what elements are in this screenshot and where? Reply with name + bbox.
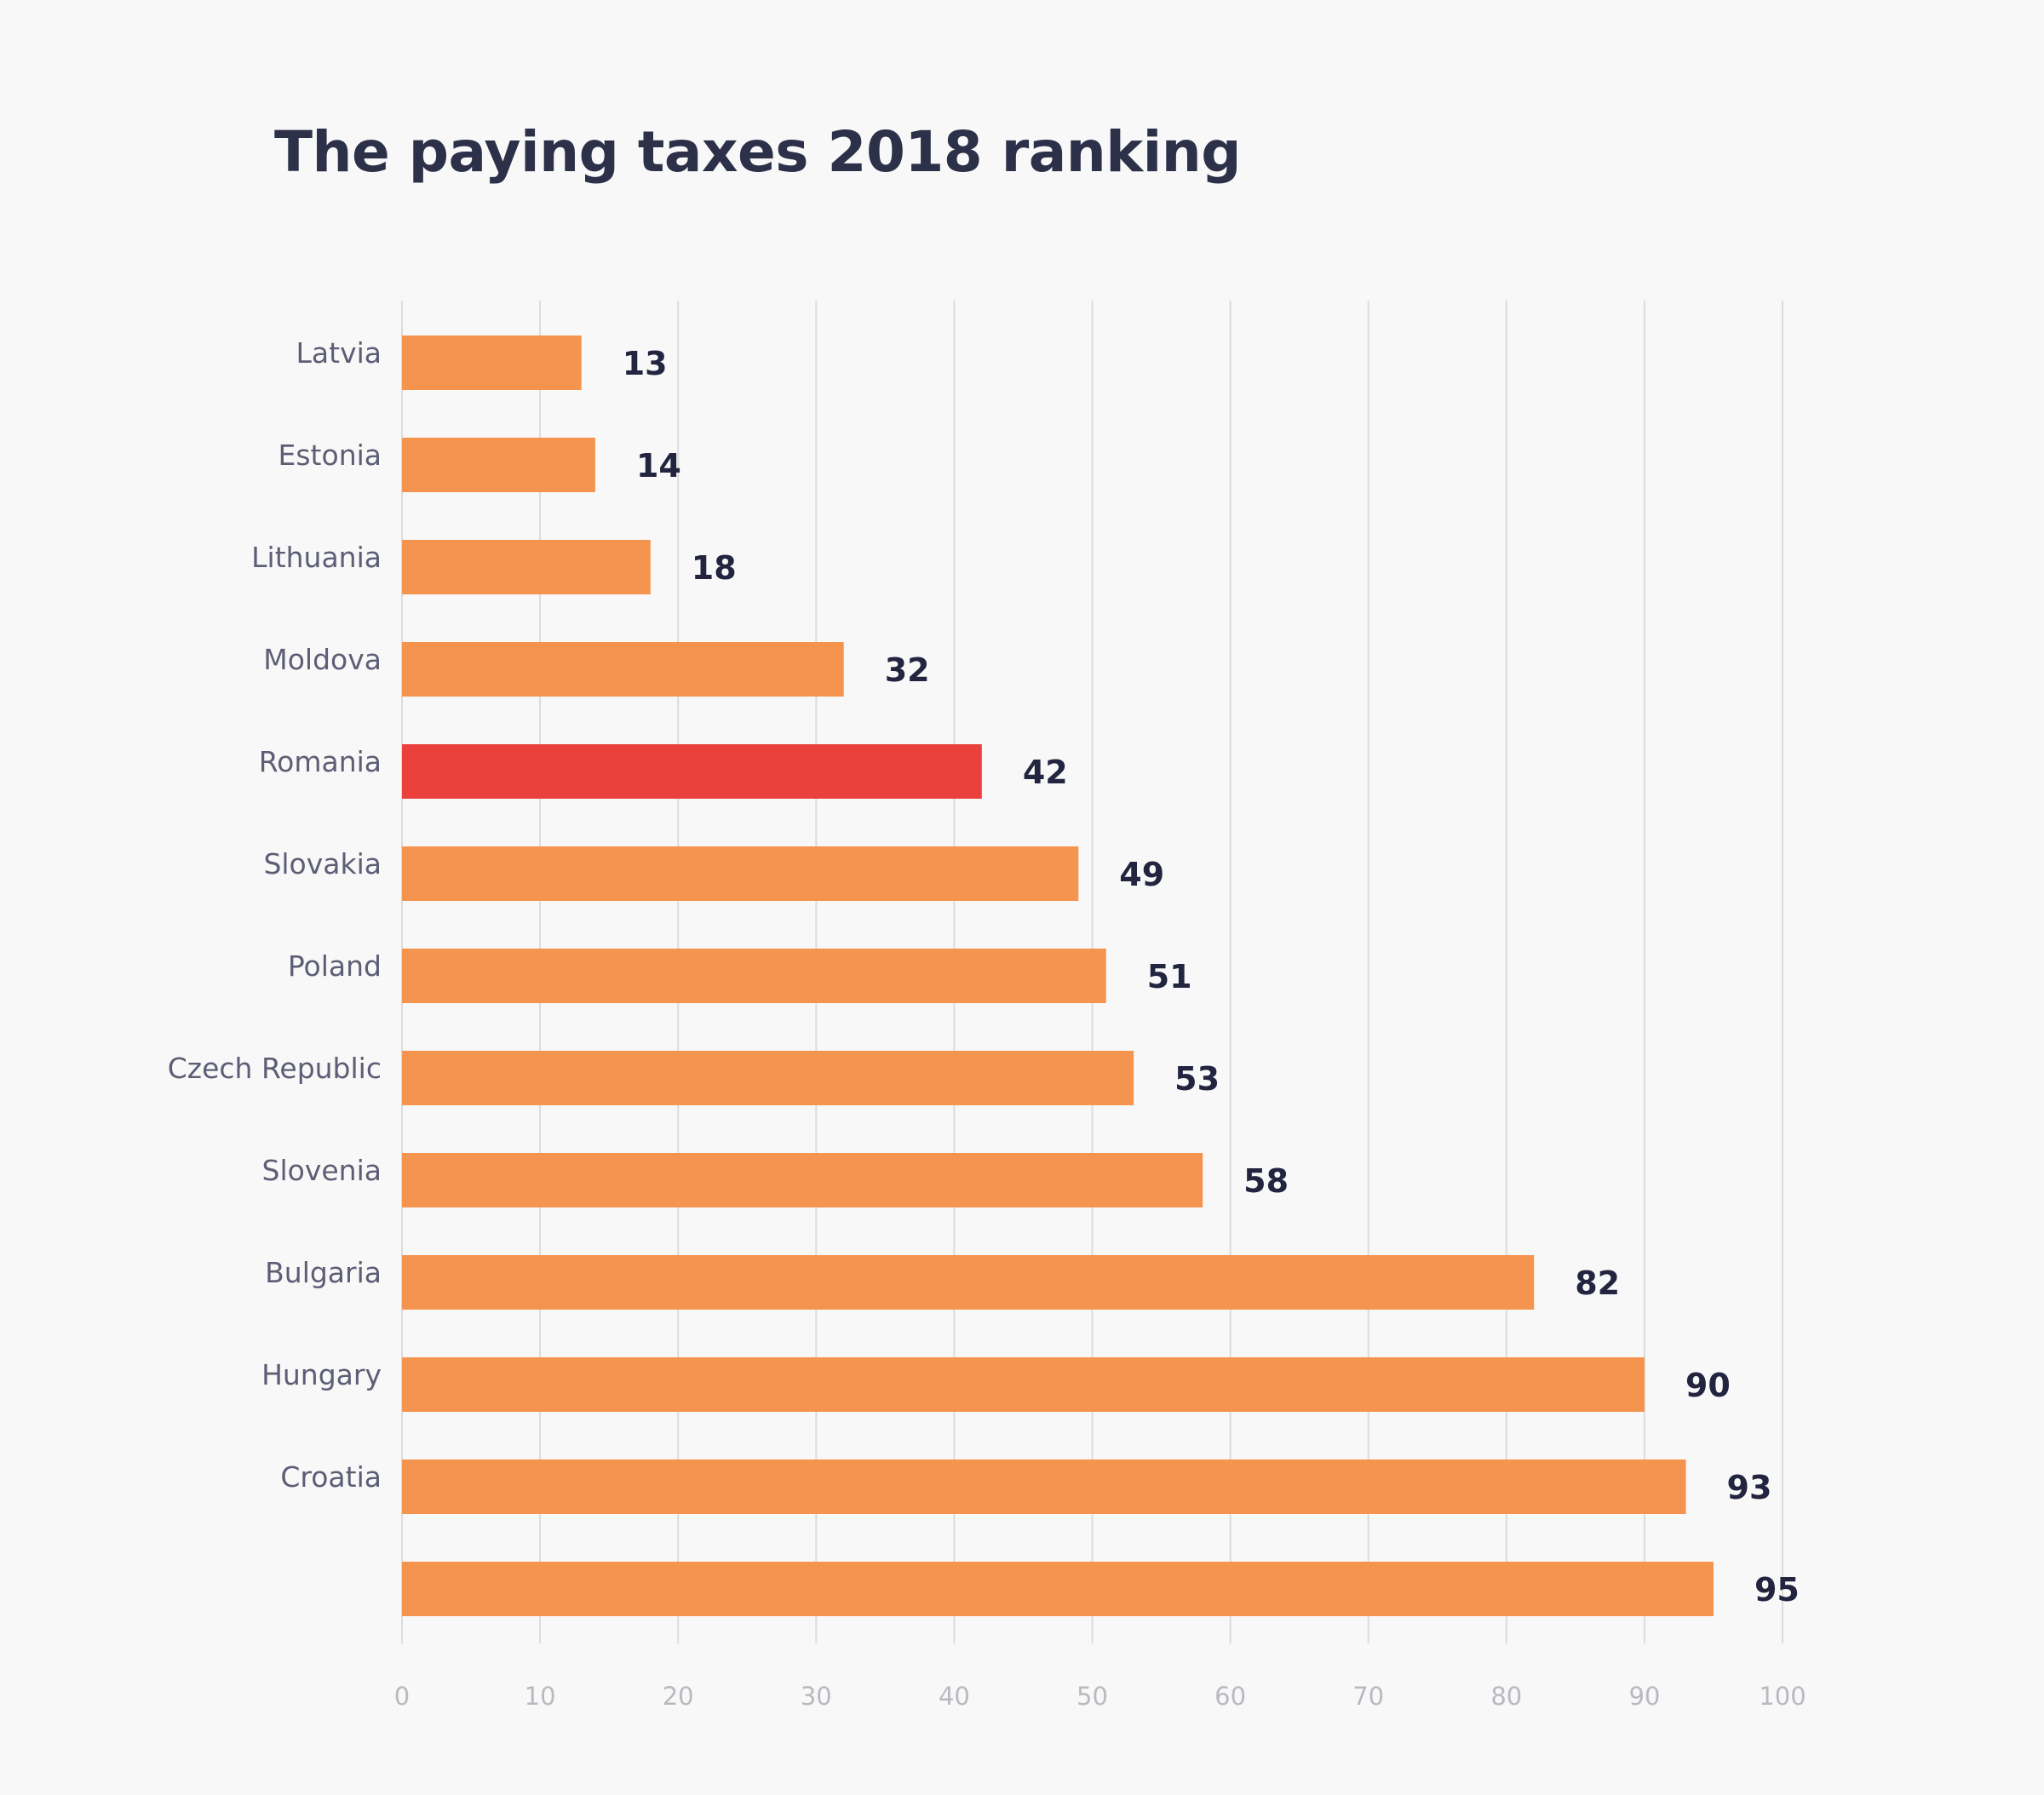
bar [402,1357,1645,1412]
x-tick-label: 10 [525,1682,556,1711]
bar [402,949,1106,1003]
category-label: Poland [288,949,382,983]
bar [402,438,595,492]
category-label: Estonia [278,439,382,472]
category-label: Moldova [263,643,382,676]
value-label: 13 [623,345,668,382]
bar-highlighted [402,744,982,799]
category-label: Czech Republic [168,1052,382,1085]
category-label: Romania [259,745,382,778]
category-label: Bulgaria [265,1256,382,1289]
bar [402,642,844,697]
bar [402,1153,1203,1207]
bar [402,1255,1535,1310]
bar [402,335,582,390]
x-tick-label: 100 [1759,1682,1806,1711]
x-tick-label: 80 [1490,1682,1522,1711]
value-label: 32 [885,651,930,689]
value-label: 82 [1575,1265,1620,1302]
category-label: Hungary [261,1358,382,1391]
bar [402,1460,1686,1514]
value-label: 90 [1685,1367,1731,1404]
bar [402,846,1079,901]
x-tick-label: 70 [1352,1682,1384,1711]
value-label: 95 [1754,1571,1800,1609]
category-labels: Latvia Estonia Lithuania Moldova Romania Slov… [168,336,382,1494]
category-label: Slovenia [262,1154,382,1187]
value-label: 49 [1119,856,1164,893]
category-label: Lithuania [251,541,382,574]
x-tick-label: 20 [663,1682,694,1711]
x-tick-label: 40 [939,1682,970,1711]
x-tick-label: 90 [1628,1682,1660,1711]
value-label: 42 [1023,754,1068,791]
value-label: 18 [692,549,737,587]
x-tick-label: 60 [1214,1682,1246,1711]
x-tick-label: 0 [394,1682,410,1711]
x-tick-label: 50 [1077,1682,1108,1711]
category-label: Croatia [280,1460,382,1494]
value-label: 14 [636,447,681,485]
bar [402,540,651,594]
x-axis-ticks: 0 10 20 30 40 50 60 70 80 90 100 [394,1682,1806,1711]
value-label: 51 [1147,958,1192,995]
bar [402,1562,1714,1616]
value-labels: 13 14 18 32 42 49 51 53 58 82 90 93 95 [623,345,1800,1609]
value-label: 58 [1243,1162,1289,1200]
bar [402,1051,1134,1105]
value-label: 53 [1174,1060,1220,1098]
chart-title: The paying taxes 2018 ranking [274,119,1242,185]
x-tick-label: 30 [801,1682,832,1711]
category-label: Slovakia [263,847,382,880]
value-label: 93 [1727,1469,1772,1506]
bars [402,335,1714,1616]
category-label: Latvia [296,336,382,370]
